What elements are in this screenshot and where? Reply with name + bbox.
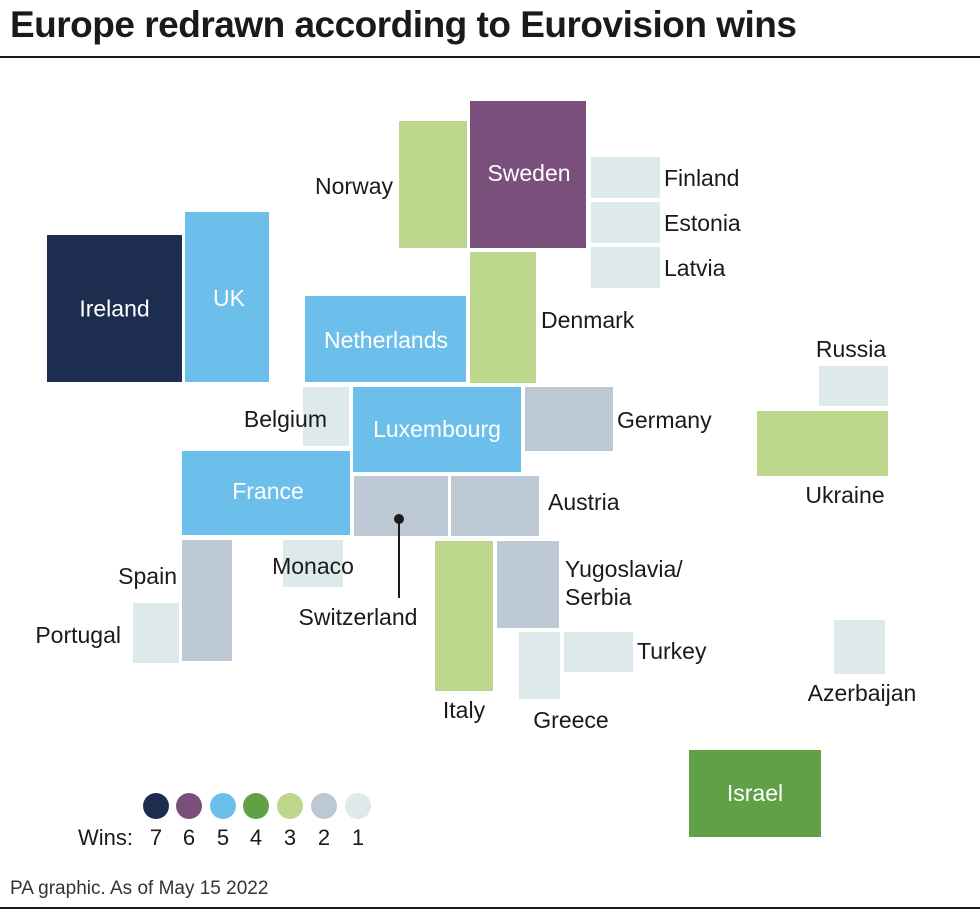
legend-value-4: 4 [249, 825, 263, 850]
country-tile-denmark [470, 252, 536, 383]
country-tile-ukraine [757, 411, 888, 476]
country-tile-latvia [591, 247, 660, 288]
country-tile-finland [591, 157, 660, 198]
country-tile-italy [435, 541, 493, 691]
title-divider [0, 56, 980, 58]
country-label-luxembourg: Luxembourg [373, 416, 501, 442]
country-tile-azerbaijan [834, 620, 885, 674]
country-label-austria: Austria [548, 489, 620, 515]
legend-value-3: 3 [283, 825, 297, 850]
country-tile-yugoslavia-serbia [497, 541, 559, 628]
country-tile-france [182, 451, 350, 535]
country-label-azerbaijan: Azerbaijan [808, 680, 917, 706]
country-label-israel: Israel [727, 780, 783, 806]
country-label-switzerland: Switzerland [299, 604, 418, 630]
country-label-latvia: Latvia [664, 255, 726, 281]
country-label-portugal: Portugal [35, 622, 121, 648]
country-tile-germany [525, 387, 613, 451]
country-tile-uk [185, 212, 269, 382]
country-tile-turkey [564, 632, 633, 672]
legend-swatch-1 [345, 793, 371, 819]
legend-value-2: 2 [317, 825, 331, 850]
country-tile-ireland [47, 235, 182, 382]
legend-value-5: 5 [216, 825, 230, 850]
legend-swatch-7 [143, 793, 169, 819]
country-label-norway: Norway [315, 173, 393, 199]
country-tile-belgium [303, 387, 349, 446]
country-label-estonia: Estonia [664, 210, 741, 236]
footer-divider [0, 907, 980, 909]
country-label-italy: Italy [443, 697, 486, 723]
country-tile-portugal [133, 603, 179, 663]
country-label-turkey: Turkey [637, 638, 707, 664]
country-tile-spain [182, 540, 232, 661]
country-tile-luxembourg [353, 387, 521, 472]
country-tile-israel [689, 750, 821, 837]
country-label-belgium: Belgium [244, 406, 327, 432]
country-label-sweden: Sweden [487, 160, 570, 186]
legend-label: Wins: [78, 825, 133, 850]
country-label-france: France [232, 478, 304, 504]
country-tile-greece [519, 632, 560, 699]
legend-value-6: 6 [182, 825, 196, 850]
legend-swatch-5 [210, 793, 236, 819]
country-label-germany: Germany [617, 407, 712, 433]
country-label-denmark: Denmark [541, 307, 635, 333]
legend-swatch-2 [311, 793, 337, 819]
country-label-ukraine: Ukraine [805, 482, 884, 508]
country-label-spain: Spain [118, 563, 177, 589]
country-label-netherlands: Netherlands [324, 327, 448, 353]
country-tile-switzerland [354, 476, 448, 536]
country-label-russia: Russia [816, 336, 887, 362]
country-label-finland: Finland [664, 165, 739, 191]
country-label-uk: UK [213, 285, 246, 311]
country-label-ireland: Ireland [79, 296, 149, 322]
country-tile-norway [399, 121, 467, 248]
legend-swatch-3 [277, 793, 303, 819]
country-label-yugoslavia-serbia: Yugoslavia/Serbia [565, 556, 683, 610]
legend-swatch-4 [243, 793, 269, 819]
legend-swatch-6 [176, 793, 202, 819]
country-tile-monaco [283, 540, 343, 587]
chart-title: Europe redrawn according to Eurovision w… [10, 4, 797, 45]
country-tile-estonia [591, 202, 660, 243]
country-tile-sweden [470, 101, 586, 248]
country-tile-netherlands [305, 296, 466, 382]
country-tile-russia [819, 366, 888, 406]
country-label-greece: Greece [533, 707, 608, 733]
source-note: PA graphic. As of May 15 2022 [10, 878, 269, 899]
legend-value-1: 1 [351, 825, 365, 850]
country-label-monaco: Monaco [272, 553, 354, 579]
legend-value-7: 7 [149, 825, 163, 850]
country-tile-austria [451, 476, 539, 536]
